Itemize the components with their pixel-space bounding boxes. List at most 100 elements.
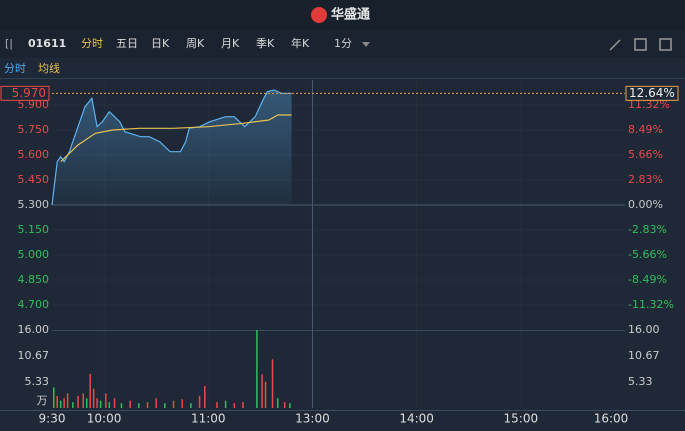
y2-tick-label: -11.32% (628, 298, 674, 311)
y-tick-label: 5.150 (18, 223, 50, 236)
y2-tick-label: 2.83% (628, 173, 663, 186)
volume-bar (66, 393, 69, 408)
plot: 5.900 5.750 5.600 5.450 5.300 5.150 5.000 4.850… (0, 80, 679, 426)
volume-bar (146, 402, 149, 408)
volume-bar (85, 398, 88, 408)
volume-bar (105, 393, 107, 408)
y-tick-label: 4.700 (18, 298, 50, 311)
volume-bar (264, 381, 267, 408)
y-tick-label: 5.300 (18, 198, 50, 211)
volume-bar (276, 398, 279, 408)
volume-bar (233, 403, 236, 408)
y-tick-label: 4.850 (18, 273, 50, 286)
tab[interactable]: 周K (186, 37, 205, 50)
volume-bar (181, 399, 183, 408)
x-tick-label: 14:00 (399, 412, 434, 426)
y-tick-label: 5.000 (18, 248, 50, 261)
volume-bar (89, 373, 91, 408)
tool-icons (609, 38, 672, 51)
volume-bar (99, 400, 102, 408)
volume-bar (242, 402, 244, 408)
draw-icon[interactable] (609, 39, 621, 51)
tabs: 分时 五日 日K 周K 月K 季K 年K (81, 36, 310, 50)
x-tick-label: 16:00 (594, 412, 629, 426)
x-tick-label: 11:00 (191, 412, 226, 426)
volume-bar (289, 403, 291, 408)
tab[interactable]: 年K (291, 36, 310, 50)
settings-icon[interactable] (659, 38, 672, 51)
y-tick-label: 5.450 (18, 173, 50, 186)
last-change: 12.64% (629, 86, 675, 100)
volume-bar (63, 398, 65, 408)
average-line (60, 114, 292, 163)
volume-bar (256, 330, 258, 408)
last-price: 5.970 (12, 86, 46, 100)
x-tick-label: 15:00 (504, 412, 539, 426)
volume-bar (92, 388, 95, 408)
fullscreen-icon[interactable] (634, 38, 647, 51)
y-tick-label: 5.900 (18, 98, 50, 111)
volume-bar (108, 402, 111, 408)
volume-bar (59, 400, 62, 408)
volume-bar (271, 359, 274, 408)
volume-bar (164, 403, 166, 408)
y-tick-label: 5.600 (18, 148, 50, 161)
volume-bar (198, 395, 201, 408)
dropdown-arrow[interactable] (362, 42, 370, 47)
volume-bar (129, 400, 131, 408)
title-bar (0, 0, 685, 30)
x-tick-label: 13:00 (295, 412, 330, 426)
toolbar (0, 30, 685, 58)
y2-tick-label: 11.32% (628, 98, 670, 111)
volume-bar (52, 387, 55, 408)
brand: 华盛通 (331, 7, 370, 23)
tab[interactable]: 月K (221, 37, 240, 50)
x-tick-label: 9:30 (39, 412, 66, 426)
y2-tick-label: 5.66% (628, 148, 663, 161)
price-area (52, 90, 292, 205)
last-price-box (0, 85, 50, 101)
volume-bar (261, 374, 263, 408)
volume-bar (113, 398, 116, 408)
stock-code: 01611 (28, 37, 66, 50)
interval[interactable]: 1分 (334, 37, 352, 50)
tab[interactable]: 分时 (81, 37, 103, 50)
subtab[interactable]: 均线 (38, 61, 60, 75)
volume-bar (155, 398, 157, 408)
volume-bar (224, 400, 227, 408)
volume-bar (172, 400, 175, 408)
tab[interactable]: 五日 (116, 37, 138, 50)
volume-tick-label: 16.00 (18, 323, 50, 336)
tab[interactable]: 季K (256, 37, 275, 50)
subtab[interactable]: 分时 (4, 62, 26, 75)
x-tick-label: 10:00 (87, 412, 122, 426)
y2-tick-label: 8.49% (628, 123, 663, 136)
volume-bar (283, 402, 286, 408)
tab[interactable]: 日K (151, 37, 170, 50)
volume-bar (56, 395, 58, 408)
volume-bar (96, 398, 98, 408)
volume-tick-label: 5.33 (25, 375, 50, 388)
volume-tick-label: 16.00 (628, 323, 660, 336)
y2-tick-label: -5.66% (628, 248, 667, 261)
collapse-icon[interactable]: [| (5, 37, 13, 50)
price-line (51, 89, 292, 206)
y2-tick-label: -8.49% (628, 273, 667, 286)
volume-bar (138, 403, 140, 408)
last-change-box (625, 85, 679, 101)
volume-bar (72, 402, 74, 408)
volume-tick-label: 10.67 (628, 349, 660, 362)
volume-bar (120, 403, 123, 408)
volume-tick-label: 10.67 (18, 349, 50, 362)
volume-bar (77, 395, 79, 408)
y2-tick-label: -2.83% (628, 223, 667, 236)
logo (311, 7, 327, 23)
y2-tick-label: 0.00% (628, 198, 663, 211)
volume-tick-label: 5.33 (628, 375, 653, 388)
volume-unit: 万 (37, 394, 48, 407)
volume-bar (190, 403, 192, 408)
y-tick-label: 5.750 (18, 123, 50, 136)
volume-bar (82, 393, 85, 408)
